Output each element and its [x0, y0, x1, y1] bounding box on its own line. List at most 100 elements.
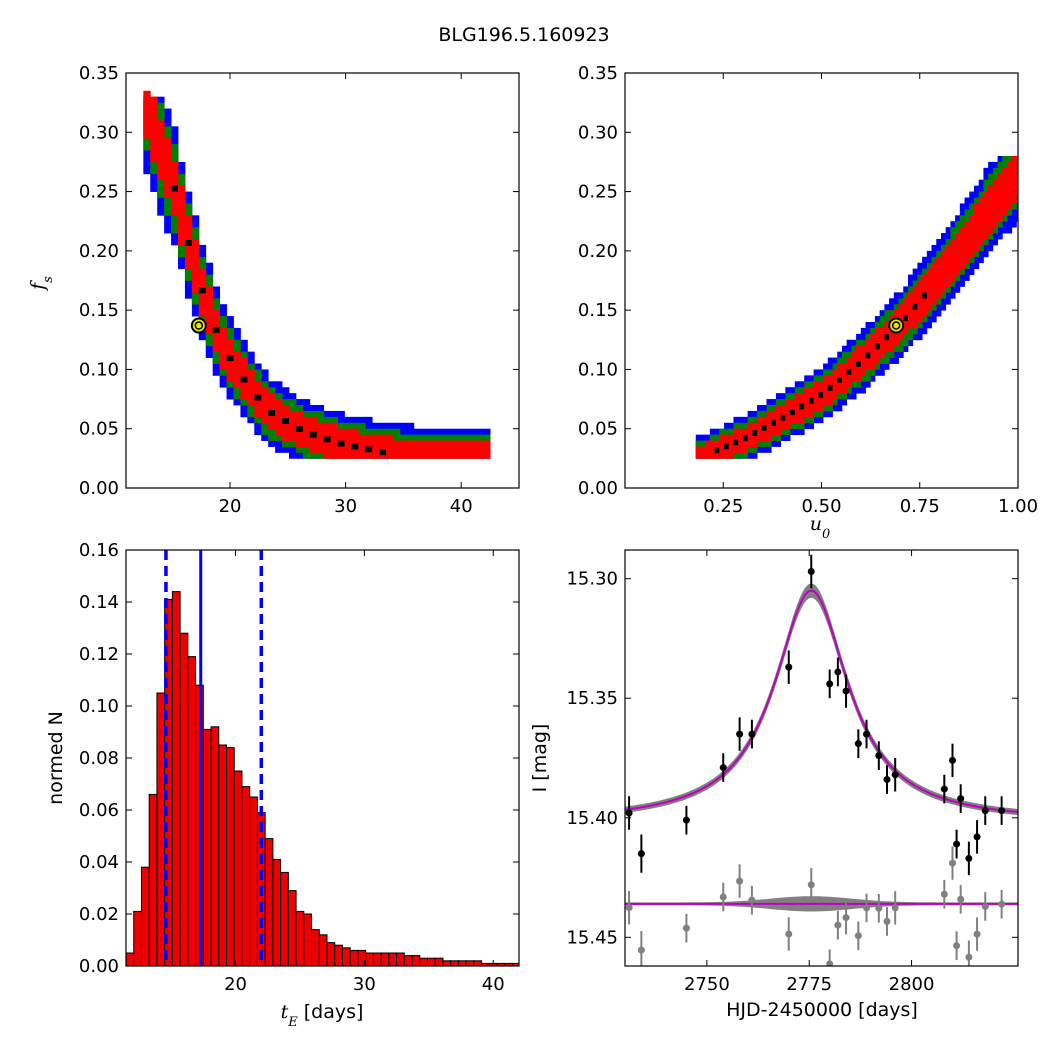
density-cell-inner: [157, 173, 165, 181]
hist-bar: [457, 960, 467, 966]
density-cell-inner: [198, 310, 207, 317]
y-axis-label: normed N: [45, 711, 67, 805]
density-cell-outer: [860, 327, 866, 335]
density-cell-mid: [992, 173, 998, 181]
light-curve-plot: [625, 554, 1018, 966]
density-cell-outer: [184, 191, 193, 198]
density-cell-inner: [766, 410, 772, 418]
density-cell-inner: [705, 452, 711, 459]
density-cell-mid: [406, 434, 415, 441]
best-fit-marker-core: [194, 321, 204, 330]
density-cell-inner: [695, 446, 701, 453]
density-peak-cell: [323, 436, 331, 443]
y-tick-label: 15.40: [566, 808, 618, 829]
hist-bar: [287, 890, 297, 966]
density-cell-inner: [709, 446, 716, 453]
density-cell-inner: [926, 304, 932, 311]
density-cell-inner: [1011, 167, 1017, 175]
density-cell-inner: [150, 96, 158, 104]
density-cell-inner: [955, 250, 961, 258]
density-cell-inner: [799, 393, 805, 400]
density-cell-outer: [940, 298, 947, 305]
density-cell-outer: [912, 333, 918, 341]
density-peak-cell: [903, 315, 908, 322]
density-cell-inner: [733, 446, 739, 453]
density-cell-inner: [330, 440, 338, 447]
density-cell-outer: [997, 233, 1003, 240]
density-cell-outer: [164, 108, 172, 115]
density-peak-cell: [912, 303, 918, 310]
data-point: [875, 752, 883, 760]
density-cell-outer: [1011, 209, 1017, 216]
density-cell-outer: [295, 399, 304, 406]
density-cell-inner: [841, 375, 848, 382]
density-cell-outer: [851, 393, 857, 400]
density-cell-inner: [212, 322, 221, 329]
density-cell-inner: [157, 161, 165, 169]
density-cell-mid: [337, 422, 345, 430]
density-cell-outer: [804, 375, 810, 382]
density-cell-mid: [907, 286, 914, 293]
density-cell-inner: [747, 440, 753, 447]
density-cell-inner: [846, 363, 852, 370]
x-axis-label-rest: [days]: [298, 1001, 364, 1023]
density-cell-inner: [316, 446, 325, 453]
residual-point: [807, 881, 815, 889]
density-cell-mid: [184, 268, 193, 275]
hist-bar: [380, 952, 390, 966]
density-cell-mid: [226, 327, 234, 335]
density-cell-mid: [785, 393, 791, 400]
density-cell-mid: [945, 286, 951, 293]
density-cell-outer: [1011, 221, 1017, 228]
density-cell-inner: [178, 191, 186, 198]
density-cell-inner: [931, 286, 937, 293]
density-cell-inner: [233, 363, 241, 370]
density-cell-inner: [865, 357, 871, 364]
density-cell-inner: [184, 215, 193, 222]
density-cell-inner: [983, 191, 989, 198]
density-cell-inner: [351, 452, 359, 459]
y-tick-label: 0.00: [79, 478, 119, 499]
density-cell-mid: [1006, 156, 1013, 163]
density-cell-outer: [268, 381, 276, 388]
y-tick-label: 0.02: [79, 904, 119, 925]
density-cell-inner: [940, 280, 947, 287]
density-cell-inner: [254, 387, 262, 394]
density-cell-inner: [268, 399, 276, 406]
density-cell-inner: [926, 274, 932, 281]
density-cell-inner: [973, 203, 980, 210]
density-cell-mid: [709, 434, 716, 441]
density-cell-inner: [978, 227, 984, 234]
density-cell-outer: [483, 428, 491, 436]
density-cell-inner: [358, 440, 366, 447]
density-cell-inner: [983, 209, 989, 216]
density-cell-inner: [171, 209, 179, 216]
density-cell-inner: [157, 126, 165, 133]
residual-point: [785, 930, 793, 938]
x-tick-label: 2750: [684, 974, 730, 995]
density-cell-outer: [992, 161, 998, 169]
density-cell-outer: [1016, 209, 1018, 216]
hist-bar: [233, 770, 243, 966]
density-cell-inner: [143, 96, 151, 104]
density-cell-inner: [851, 363, 857, 370]
density-cell-inner: [143, 108, 151, 115]
density-cell-mid: [268, 428, 276, 436]
density-cell-outer: [917, 333, 923, 341]
density-cell-inner: [309, 434, 318, 441]
density-cell-outer: [813, 416, 819, 424]
density-cell-outer: [212, 292, 221, 299]
density-cell-outer: [837, 399, 843, 406]
density-cell-inner: [351, 446, 359, 453]
density-cell-inner: [761, 434, 767, 441]
density-cell-inner: [823, 393, 829, 400]
density-cell-mid: [714, 434, 720, 441]
density-cell-inner: [978, 209, 984, 216]
density-cell-mid: [818, 410, 824, 418]
density-cell-outer: [233, 333, 241, 341]
hist-bar: [126, 952, 135, 966]
density-cell-inner: [898, 310, 904, 317]
density-cell-outer: [448, 428, 456, 436]
density-cell-mid: [865, 369, 871, 376]
y-tick-label: 15.45: [566, 927, 618, 948]
